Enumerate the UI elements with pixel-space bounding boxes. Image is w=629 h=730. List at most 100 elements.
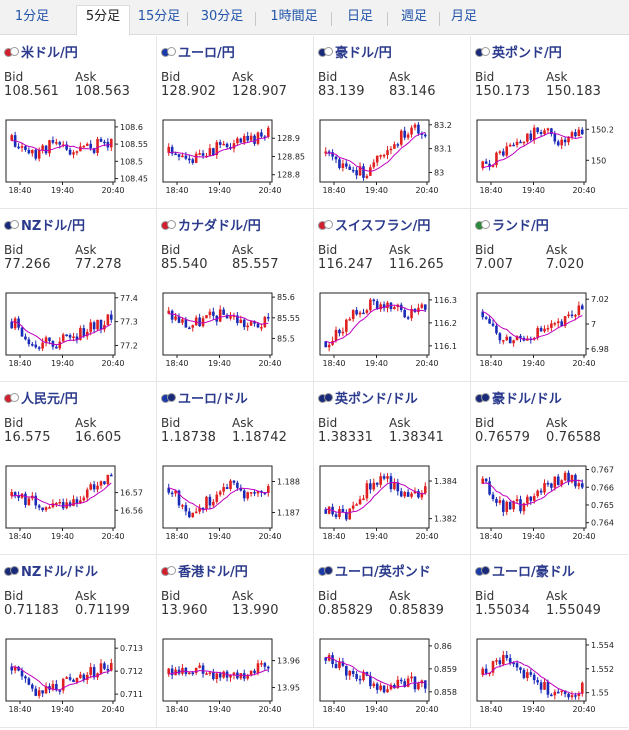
currency-flags-icon — [4, 47, 19, 58]
x-tick-label: 20:40 — [415, 186, 438, 195]
candle-body — [580, 129, 584, 135]
candle-body — [515, 663, 519, 668]
candle-body — [351, 169, 355, 172]
candle-body — [89, 484, 92, 490]
tab-1[interactable]: 5分足 — [76, 5, 130, 36]
tab-3[interactable]: 30分足 — [200, 9, 244, 24]
candle-body — [232, 315, 236, 317]
ask-label: Ask — [75, 589, 97, 603]
pair-name: ユーロ/豪ドル — [492, 565, 575, 580]
price-chart[interactable]: 0.86 0.859 0.858 18:40 19:40 20:40 — [316, 635, 469, 715]
price-chart[interactable]: 13.96 13.95 18:40 19:40 20:40 — [159, 635, 312, 715]
candle-body — [106, 668, 110, 671]
quote-flag-icon — [481, 220, 490, 229]
candle-body — [365, 175, 369, 178]
candle-body — [99, 481, 103, 486]
x-tick-label: 18:40 — [322, 532, 345, 541]
candle-body — [229, 316, 232, 319]
candle-body — [324, 151, 328, 154]
candle-body — [423, 134, 427, 137]
y-tick-label: 0.859 — [434, 665, 457, 674]
tab-2[interactable]: 15分足 — [137, 9, 181, 24]
price-chart[interactable]: 85.6 85.55 85.5 18:40 19:40 20:40 — [159, 289, 312, 369]
x-tick-label: 18:40 — [479, 532, 502, 541]
candle-body — [406, 317, 410, 319]
candle-body — [75, 151, 79, 153]
candle-body — [345, 163, 348, 167]
pair-title-link[interactable]: 英ポンド/ドル — [318, 388, 418, 407]
candle-body — [256, 132, 260, 144]
candle-body — [13, 318, 17, 329]
candle-body — [103, 481, 106, 485]
y-tick-label: 1.188 — [277, 478, 300, 487]
pair-title-link[interactable]: ユーロ/円 — [161, 42, 235, 61]
pair-title-link[interactable]: ユーロ/英ポンド — [318, 561, 431, 580]
candle-body — [491, 494, 495, 500]
candle-body — [72, 679, 75, 683]
price-chart[interactable]: 1.188 1.187 18:40 19:40 20:40 — [159, 462, 312, 542]
candle-body — [44, 507, 48, 511]
candle-body — [532, 674, 536, 681]
pair-title-link[interactable]: NZドル/円 — [4, 215, 85, 234]
candle-body — [543, 482, 546, 493]
candle-body — [246, 135, 249, 141]
candle-body — [201, 507, 205, 510]
candlestick-chart: 0.713 0.712 0.711 18:40 19:40 20:40 — [5, 638, 143, 714]
price-chart[interactable]: 128.9 128.85 128.8 18:40 19:40 20:40 — [159, 116, 312, 196]
candle-body — [239, 138, 243, 143]
price-chart[interactable]: 1.384 1.382 18:40 19:40 20:40 — [316, 462, 469, 542]
pair-name: 香港ドル/円 — [178, 565, 248, 580]
x-tick-label: 19:40 — [51, 705, 74, 714]
price-chart[interactable]: 0.713 0.712 0.711 18:40 19:40 20:40 — [2, 635, 155, 715]
price-chart[interactable]: 108.6 108.55 108.5 108.45 18:40 19:40 20:40 — [2, 116, 155, 196]
tab-7[interactable]: 月足 — [450, 9, 477, 24]
price-chart[interactable]: 0.767 0.766 0.765 0.764 18:40 19:40 20:40 — [473, 462, 626, 542]
price-chart[interactable]: 150.2 150 18:40 19:40 20:40 — [473, 116, 626, 196]
price-chart[interactable]: 116.3 116.2 116.1 18:40 19:40 20:40 — [316, 289, 469, 369]
pair-title-link[interactable]: NZドル/ドル — [4, 561, 98, 580]
candle-body — [92, 322, 96, 330]
pair-title-link[interactable]: 豪ドル/円 — [318, 42, 392, 61]
candle-body — [205, 315, 208, 319]
candlestick-chart: 1.384 1.382 18:40 19:40 20:40 — [319, 465, 457, 541]
ask-label: Ask — [546, 589, 568, 603]
price-chart[interactable]: 7.02 7 6.98 18:40 19:40 20:40 — [473, 289, 626, 369]
tab-5[interactable]: 日足 — [346, 9, 373, 24]
price-chart[interactable]: 83.2 83.1 83 18:40 19:40 20:40 — [316, 116, 469, 196]
pair-title-link[interactable]: 豪ドル/ドル — [475, 388, 562, 407]
price-chart[interactable]: 16.57 16.56 18:40 19:40 20:40 — [2, 462, 155, 542]
candle-body — [396, 144, 400, 146]
y-tick-label: 1.384 — [434, 477, 457, 486]
candle-body — [58, 690, 62, 692]
pair-title-link[interactable]: 英ポンド/円 — [475, 42, 562, 61]
price-chart[interactable]: 1.554 1.552 1.55 18:40 19:40 20:40 — [473, 635, 626, 715]
pair-title-link[interactable]: ユーロ/豪ドル — [475, 561, 575, 580]
pair-title-link[interactable]: ランド/円 — [475, 215, 549, 234]
pair-title-link[interactable]: ユーロ/ドル — [161, 388, 248, 407]
tab-4[interactable]: 1時間足 — [270, 9, 318, 24]
candle-body — [170, 668, 174, 676]
pair-title-link[interactable]: 人民元/円 — [4, 388, 78, 407]
candle-body — [413, 124, 417, 128]
candle-body — [174, 316, 177, 320]
candle-body — [563, 690, 567, 694]
pair-title-link[interactable]: 米ドル/円 — [4, 42, 78, 61]
candle-body — [372, 683, 376, 687]
tab-0[interactable]: 1分足 — [14, 9, 50, 24]
candle-body — [539, 328, 543, 332]
pair-title-link[interactable]: 香港ドル/円 — [161, 561, 248, 580]
candle-body — [351, 505, 355, 509]
candlestick-chart: 0.86 0.859 0.858 18:40 19:40 20:40 — [319, 638, 457, 714]
pair-title-link[interactable]: カナダドル/円 — [161, 215, 261, 234]
x-tick-label: 19:40 — [365, 705, 388, 714]
pair-title-link[interactable]: スイスフラン/円 — [318, 215, 430, 234]
quote-flag-icon — [324, 393, 333, 402]
candle-body — [386, 476, 389, 479]
candle-body — [31, 684, 34, 689]
moving-average-line — [482, 311, 583, 340]
moving-average-line — [482, 660, 583, 695]
candle-body — [358, 312, 362, 315]
tab-6[interactable]: 週足 — [400, 9, 427, 24]
price-chart[interactable]: 77.4 77.3 77.2 18:40 19:40 20:40 — [2, 289, 155, 369]
candle-body — [37, 149, 41, 159]
